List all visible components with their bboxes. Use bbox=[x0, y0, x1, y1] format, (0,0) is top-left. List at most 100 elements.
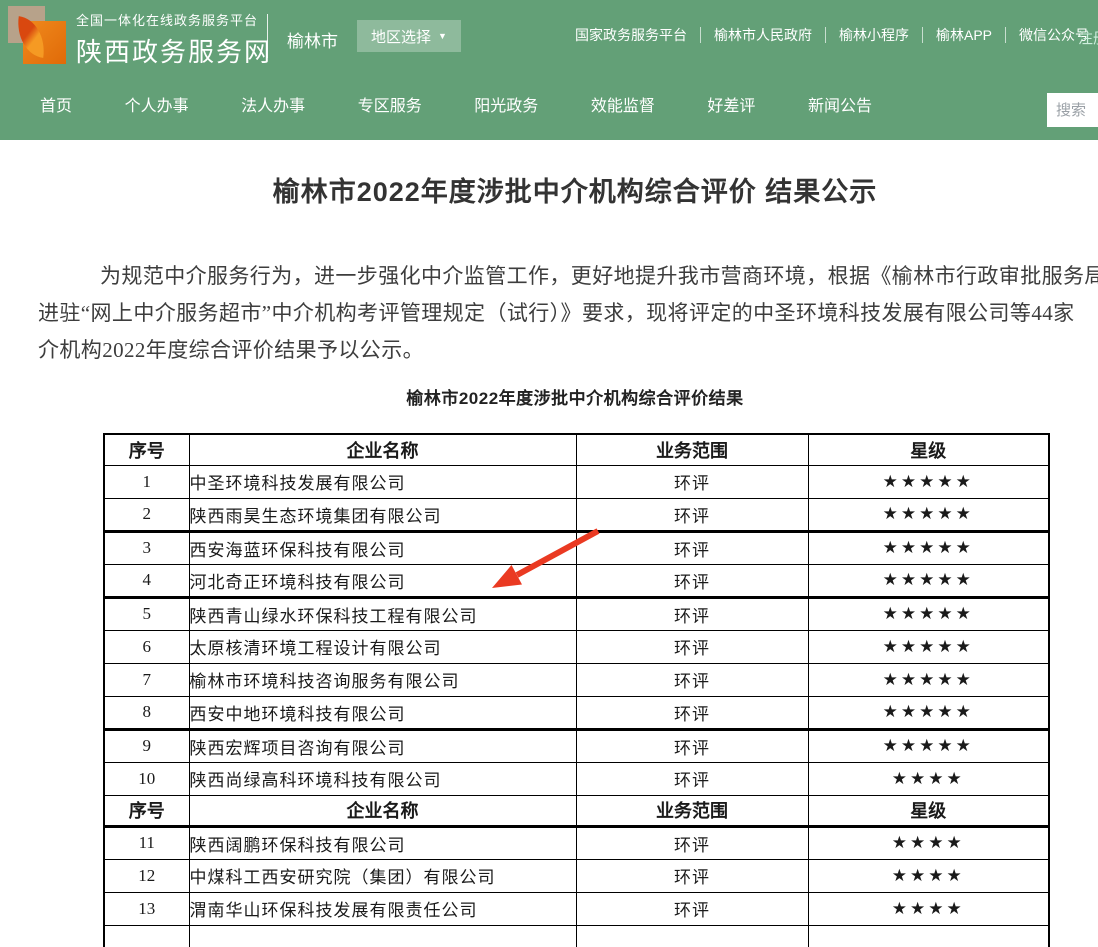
top-link-divider bbox=[825, 27, 826, 43]
announcement-content: 榆林市2022年度涉批中介机构综合评价 结果公示 为规范中介服务行为，进一步强化… bbox=[0, 140, 1098, 947]
nav-item[interactable]: 好差评 bbox=[707, 98, 756, 115]
nav-item[interactable]: 首页 bbox=[40, 98, 73, 115]
page-title: 榆林市2022年度涉批中介机构综合评价 结果公示 bbox=[272, 177, 878, 207]
cell-serial: 11 bbox=[103, 825, 190, 860]
table-row: 8 西安中地环境科技有限公司 环评 ★★★★★ bbox=[103, 695, 1050, 731]
cell-company: 榆林市环境科技咨询服务有限公司 bbox=[188, 662, 577, 697]
table-row: 10 陕西尚绿高科环境科技有限公司 环评 ★★★★ bbox=[103, 761, 1050, 796]
empty-cell bbox=[575, 924, 809, 947]
site-title: 陕西政务服务网 bbox=[76, 37, 273, 67]
top-links: 国家政务服务平台 榆林市人民政府 榆林小程序 榆林APP 微信公众号 bbox=[575, 0, 1089, 70]
header-divider bbox=[267, 14, 268, 58]
table-row: 13 渭南华山环保科技发展有限责任公司 环评 ★★★★ bbox=[103, 891, 1050, 926]
empty-cell bbox=[103, 924, 190, 947]
site-header: 全国一体化在线政务服务平台 陕西政务服务网 榆林市 地区选择 ▼ 国家政务服务平… bbox=[0, 0, 1098, 140]
top-link[interactable]: 榆林APP bbox=[936, 27, 993, 43]
star-rating: ★★★★★ bbox=[807, 629, 1050, 664]
star-rating: ★★★★★ bbox=[807, 695, 1050, 731]
star-rating: ★★★★★ bbox=[807, 497, 1050, 533]
empty-cell bbox=[807, 924, 1050, 947]
cell-company: 中圣环境科技发展有限公司 bbox=[188, 464, 577, 499]
top-link-divider bbox=[1005, 27, 1007, 43]
star-rating: ★★★★★ bbox=[807, 464, 1050, 499]
platform-tagline: 全国一体化在线政务服务平台 bbox=[76, 13, 259, 28]
column-header: 业务范围 bbox=[575, 433, 809, 466]
star-rating: ★★★★★ bbox=[807, 662, 1050, 697]
table-row-partial bbox=[103, 924, 1050, 947]
cell-serial: 8 bbox=[103, 695, 190, 731]
nav-item[interactable]: 效能监督 bbox=[590, 98, 655, 115]
top-link[interactable]: 国家政务服务平台 bbox=[575, 27, 687, 43]
table-row: 6 太原核清环境工程设计有限公司 环评 ★★★★★ bbox=[103, 629, 1050, 664]
cell-company: 陕西宏辉项目咨询有限公司 bbox=[188, 728, 577, 763]
star-rating: ★★★★★ bbox=[807, 530, 1050, 565]
announcement-paragraph: 为规范中介服务行为，进一步强化中介监管工作，更好地提升我市营商环境，根据《榆林市… bbox=[38, 258, 1098, 369]
column-header: 序号 bbox=[103, 794, 190, 828]
cell-serial: 6 bbox=[103, 629, 190, 664]
cell-company: 陕西青山绿水环保科技工程有限公司 bbox=[188, 596, 577, 631]
nav-item[interactable]: 个人办事 bbox=[124, 98, 189, 115]
cell-company: 西安中地环境科技有限公司 bbox=[188, 695, 577, 731]
cell-scope: 环评 bbox=[575, 728, 809, 763]
top-link[interactable]: 微信公众号 bbox=[1019, 27, 1090, 43]
brand-block: 全国一体化在线政务服务平台 陕西政务服务网 bbox=[76, 10, 272, 69]
cell-company: 太原核清环境工程设计有限公司 bbox=[188, 629, 577, 664]
cell-scope: 环评 bbox=[575, 695, 809, 731]
table-header-row: 序号 企业名称 业务范围 星级 bbox=[103, 433, 1050, 466]
chevron-down-icon: ▼ bbox=[438, 30, 447, 41]
cell-serial: 5 bbox=[103, 596, 190, 631]
top-link[interactable]: 榆林小程序 bbox=[839, 27, 909, 43]
table-row: 7 榆林市环境科技咨询服务有限公司 环评 ★★★★★ bbox=[103, 662, 1050, 697]
star-rating: ★★★★ bbox=[807, 858, 1050, 893]
cell-serial: 7 bbox=[103, 662, 190, 697]
cell-company: 陕西雨昊生态环境集团有限公司 bbox=[188, 497, 577, 533]
cell-company: 陕西尚绿高科环境科技有限公司 bbox=[188, 761, 577, 796]
cell-scope: 环评 bbox=[575, 858, 809, 893]
search-input[interactable] bbox=[1047, 93, 1098, 127]
cell-scope: 环评 bbox=[575, 596, 809, 631]
table-row: 3 西安海蓝环保科技有限公司 环评 ★★★★★ bbox=[103, 530, 1050, 565]
table-header-row: 序号 企业名称 业务范围 星级 bbox=[103, 794, 1050, 828]
star-rating: ★★★★★ bbox=[807, 728, 1050, 763]
paragraph-line: 进驻“网上中介服务超市”中介机构考评管理规定（试行）》要求，现将评定的中圣环境科… bbox=[38, 301, 1075, 325]
cell-company: 西安海蓝环保科技有限公司 bbox=[188, 530, 577, 565]
cell-scope: 环评 bbox=[575, 563, 809, 599]
cell-scope: 环评 bbox=[575, 464, 809, 499]
register-link[interactable]: 注册 bbox=[1078, 30, 1098, 47]
top-link[interactable]: 榆林市人民政府 bbox=[714, 27, 812, 43]
table-row: 1 中圣环境科技发展有限公司 环评 ★★★★★ bbox=[103, 464, 1050, 499]
cell-scope: 环评 bbox=[575, 629, 809, 664]
cell-serial: 13 bbox=[103, 891, 190, 926]
main-nav: 首页 个人办事 法人办事 专区服务 阳光政务 效能监督 好差评 新闻公告 bbox=[40, 68, 872, 140]
table-row: 9 陕西宏辉项目咨询有限公司 环评 ★★★★★ bbox=[103, 728, 1050, 763]
paragraph-line: 介机构2022年度综合评价结果予以公示。 bbox=[38, 338, 424, 362]
region-select-label: 地区选择 bbox=[371, 28, 432, 46]
cell-scope: 环评 bbox=[575, 825, 809, 860]
nav-item[interactable]: 新闻公告 bbox=[807, 98, 872, 115]
column-header: 序号 bbox=[103, 433, 190, 466]
region-select-button[interactable]: 地区选择 ▼ bbox=[357, 20, 461, 52]
cell-serial: 3 bbox=[103, 530, 190, 565]
results-table-body: 序号 企业名称 业务范围 星级 1 中圣环境科技发展有限公司 环评 ★★★★★ 2 陕西雨昊生态环… bbox=[103, 433, 1050, 947]
site-logo[interactable] bbox=[8, 6, 66, 64]
results-table: 序号 企业名称 业务范围 星级 1 中圣环境科技发展有限公司 环评 ★★★★★ 2 陕西雨昊生态环… bbox=[103, 433, 1050, 947]
cell-serial: 10 bbox=[103, 761, 190, 796]
cell-serial: 4 bbox=[103, 563, 190, 599]
paragraph-line: 为规范中介服务行为，进一步强化中介监管工作，更好地提升我市营商环境，根据《榆林市… bbox=[100, 264, 1098, 288]
top-link-divider bbox=[922, 27, 923, 43]
column-header: 星级 bbox=[807, 433, 1050, 466]
cell-company: 中煤科工西安研究院（集团）有限公司 bbox=[188, 858, 577, 893]
column-header: 企业名称 bbox=[188, 433, 577, 466]
nav-item[interactable]: 法人办事 bbox=[241, 98, 306, 115]
nav-item[interactable]: 专区服务 bbox=[357, 98, 422, 115]
table-row: 12 中煤科工西安研究院（集团）有限公司 环评 ★★★★ bbox=[103, 858, 1050, 893]
cell-scope: 环评 bbox=[575, 761, 809, 796]
cell-scope: 环评 bbox=[575, 530, 809, 565]
table-row: 4 河北奇正环境科技有限公司 环评 ★★★★★ bbox=[103, 563, 1050, 599]
column-header: 业务范围 bbox=[575, 794, 809, 828]
star-rating: ★★★★★ bbox=[807, 563, 1050, 599]
cell-serial: 12 bbox=[103, 858, 190, 893]
table-caption: 榆林市2022年度涉批中介机构综合评价结果 bbox=[406, 389, 744, 408]
nav-item[interactable]: 阳光政务 bbox=[474, 98, 539, 115]
star-rating: ★★★★ bbox=[807, 891, 1050, 926]
